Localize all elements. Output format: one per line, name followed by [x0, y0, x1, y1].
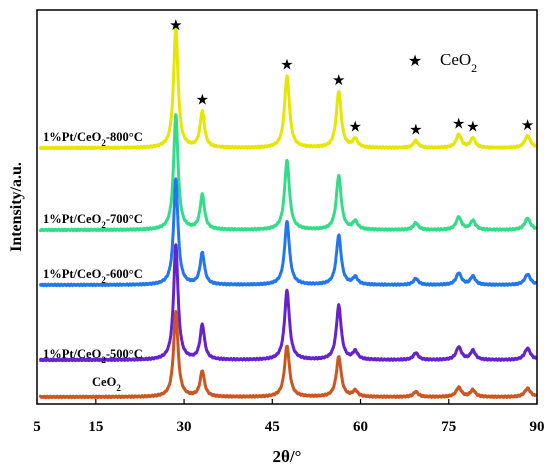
peak-markers: ★★★★★ ★ ★ ★ ★: [169, 16, 534, 139]
series-line: [38, 25, 538, 151]
series-line: [38, 309, 538, 400]
peak-star-marker: ★: [521, 116, 534, 134]
peak-star-marker: ★: [280, 56, 293, 74]
series-line: [38, 243, 538, 363]
peak-star-marker: ★: [332, 71, 345, 89]
legend-label-main: CeO: [440, 50, 471, 69]
x-tick-label: 60: [353, 419, 368, 435]
series-label: 1%Pt/CeO2-800°C: [43, 130, 143, 148]
x-tick-label: 90: [530, 419, 545, 435]
legend-star-marker: ★: [408, 51, 422, 70]
series-labels: 1%Pt/CeO2-800°C 1%Pt/CeO2-700°C 1%Pt/CeO2-…: [43, 130, 143, 393]
legend-label-sub: 2: [471, 61, 477, 75]
peak-star-marker: ★: [466, 118, 479, 136]
plot-area: [38, 25, 538, 400]
y-axis-title: Intensity/a.u.: [8, 162, 25, 252]
series-label: CeO2: [92, 375, 121, 393]
x-tick-label: 30: [177, 419, 192, 435]
x-axis: 5 15 30 45 60 75 90: [33, 399, 545, 435]
plot-frame: [36, 9, 538, 405]
legend-label: CeO2: [440, 50, 477, 75]
x-axis-title: 2θ/°: [273, 447, 302, 466]
x-tick-label: 75: [441, 419, 456, 435]
series-line: [38, 113, 538, 233]
peak-star-marker: ★: [349, 118, 362, 136]
series-label: 1%Pt/CeO2-500°C: [43, 347, 143, 365]
x-tick-label: 45: [265, 419, 280, 435]
x-tick-label: 5: [33, 419, 41, 435]
peak-star-marker: ★: [409, 121, 422, 139]
series-label: 1%Pt/CeO2-700°C: [43, 212, 143, 230]
peak-star-marker: ★: [196, 91, 209, 109]
peak-star-marker: ★: [169, 16, 182, 34]
series-label: 1%Pt/CeO2-600°C: [43, 267, 143, 285]
series-line: [38, 177, 538, 288]
legend: ★ CeO2: [408, 50, 477, 75]
peak-star-marker: ★: [452, 114, 465, 132]
x-tick-label: 15: [88, 419, 103, 435]
